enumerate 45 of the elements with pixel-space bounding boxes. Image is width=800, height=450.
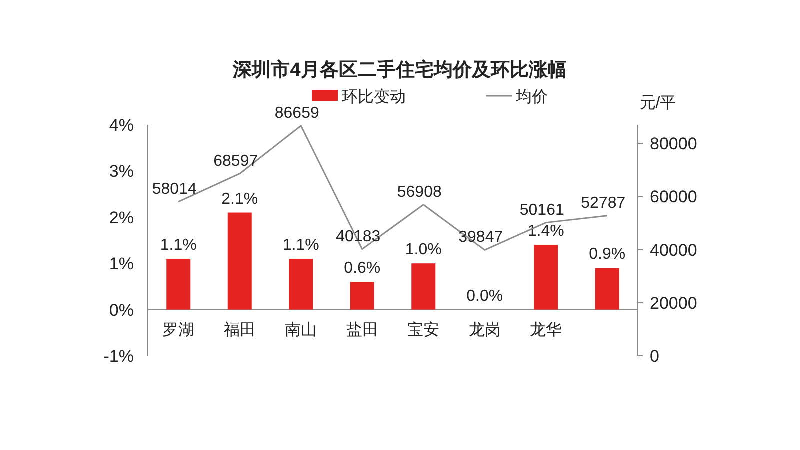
y2-tick-label: 60000 [650,188,698,207]
bar [166,258,191,310]
legend-label: 均价 [515,89,548,106]
x-tick-label: 龙岗 [468,320,501,339]
x-tick-label: 龙华 [530,320,562,339]
y2-tick-label: 20000 [650,294,698,313]
data-label: 0.0% [466,288,504,305]
y-tick-label: 0% [109,300,134,320]
bar [350,282,374,310]
y-tick-label: -1% [104,347,134,366]
y-tick-label: 4% [109,116,134,135]
data-label: 40183 [336,228,381,246]
y2-tick-label: 0 [650,347,660,366]
data-label: 68597 [214,152,258,170]
legend-label: 环比变动 [342,88,406,106]
data-label: 86659 [274,104,320,122]
data-label: 1.1% [282,236,320,254]
x-tick-label: 盐田 [346,320,378,339]
y-tick-label: 2% [109,208,134,228]
data-label: 0.6% [344,260,381,278]
bar [534,245,558,310]
bar [595,268,620,310]
bar [412,264,436,310]
data-label: 50161 [520,202,564,219]
y-tick-label: 1% [109,254,134,274]
x-tick-label: 福田 [224,320,256,339]
y2-axis-title: 元/平 [640,95,676,112]
x-tick-label: 罗湖 [162,320,195,339]
y-tick-label: 3% [109,162,134,182]
x-tick-label: 宝安 [408,320,440,339]
bar [289,258,314,310]
y2-tick-label: 80000 [650,134,698,154]
data-label: 1.0% [405,242,442,259]
data-label: 39847 [458,229,504,246]
bar [228,212,252,310]
data-label: 56908 [397,184,442,201]
data-label: 2.1% [222,190,258,208]
data-label: 1.1% [160,236,197,254]
data-label: 52787 [581,194,626,212]
y2-tick-label: 40000 [650,240,698,260]
data-label: 1.4% [528,223,564,240]
x-tick-label: 南山 [285,320,318,339]
data-label: 0.9% [589,246,626,264]
chart-title: 深圳市4月各区二手住宅均价及环比涨幅 [232,59,567,81]
data-label: 58014 [152,180,197,198]
